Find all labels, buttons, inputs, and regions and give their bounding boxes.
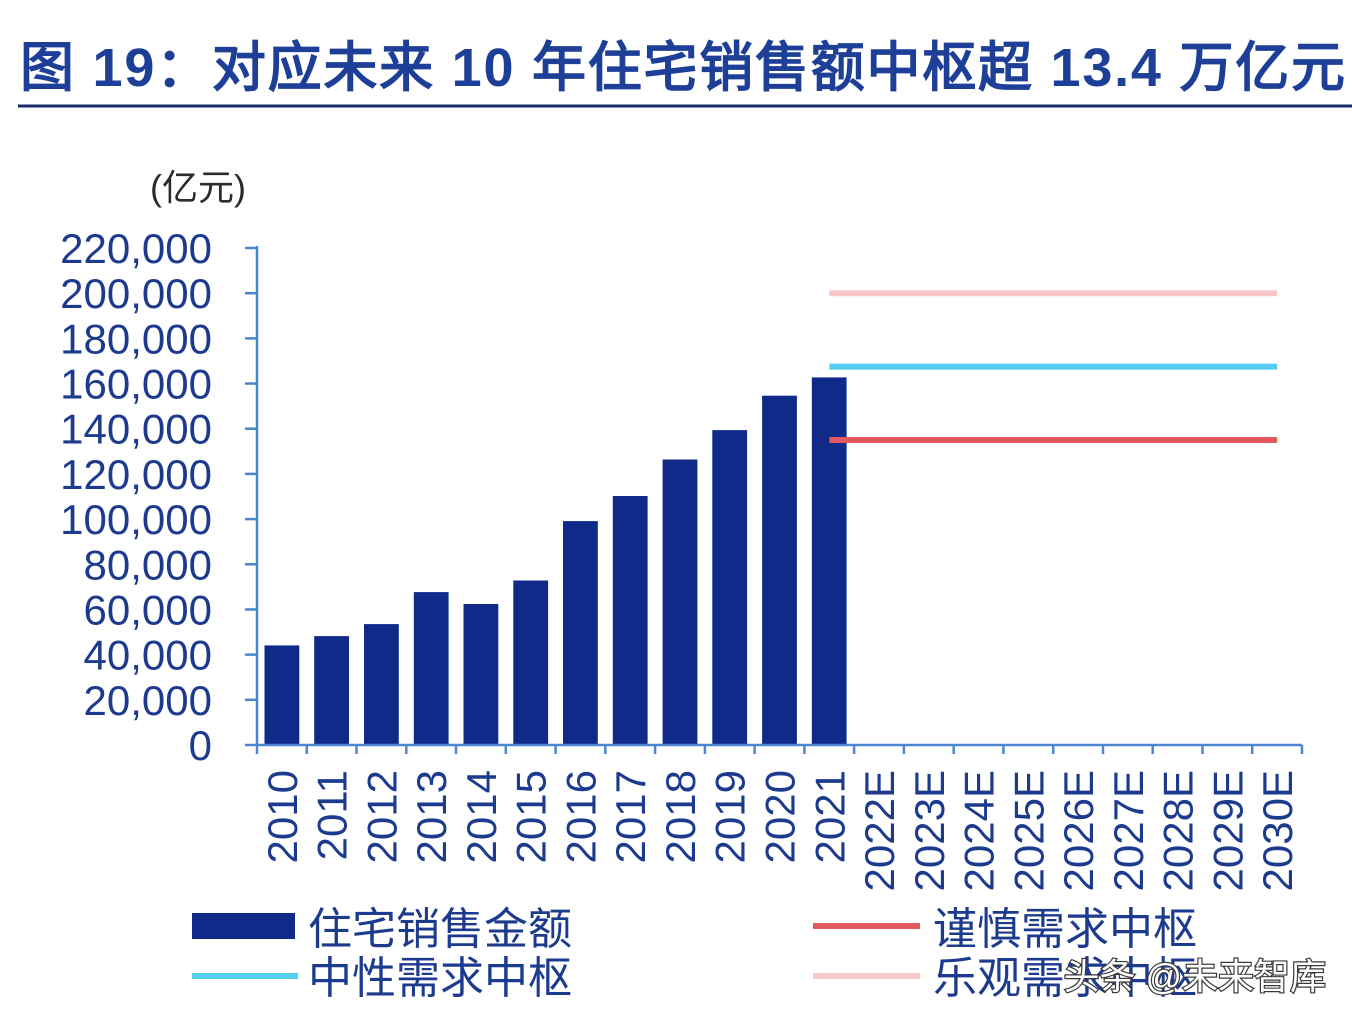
- figure-title: 图 19：对应未来 10 年住宅销售额中枢超 13.4 万亿元: [20, 38, 1345, 98]
- x-tick-label: 2028E: [1155, 770, 1202, 891]
- y-tick-label: 220,000: [60, 225, 212, 272]
- x-tick-label: 2019: [707, 770, 754, 863]
- x-tick-label: 2012: [358, 770, 405, 863]
- x-tick-label: 2025E: [1005, 770, 1052, 891]
- legend-label-optimistic: 乐观需求中枢: [933, 954, 1197, 1003]
- x-tick-label: 2020: [757, 770, 804, 863]
- legend-swatch-sales: [192, 913, 295, 939]
- y-tick-label: 80,000: [84, 541, 212, 588]
- y-tick-label: 0: [189, 722, 212, 769]
- x-tick-label: 2018: [657, 770, 704, 863]
- x-tick-label: 2026E: [1055, 770, 1102, 891]
- legend-label-cautious: 谨慎需求中枢: [933, 905, 1197, 954]
- bar-2020: [762, 395, 797, 745]
- tick-labels: 020,00040,00060,00080,000100,000120,0001…: [60, 225, 1301, 891]
- y-tick-label: 200,000: [60, 270, 212, 317]
- bar-2014: [463, 604, 499, 745]
- x-tick-label: 2014: [458, 770, 505, 863]
- x-tick-label: 2027E: [1105, 770, 1152, 891]
- y-tick-label: 180,000: [60, 315, 212, 362]
- bar-2011: [314, 636, 349, 745]
- y-tick-label: 20,000: [84, 677, 212, 724]
- bar-2017: [612, 496, 648, 745]
- legend-label-sales: 住宅销售金额: [308, 905, 572, 954]
- x-tick-label: 2010: [259, 770, 306, 863]
- y-tick-label: 60,000: [84, 587, 212, 634]
- x-tick-label: 2016: [558, 770, 605, 863]
- y-tick-label: 140,000: [60, 406, 212, 453]
- y-tick-label: 120,000: [60, 451, 212, 498]
- bar-2015: [513, 580, 549, 745]
- x-tick-label: 2023E: [906, 770, 953, 891]
- watermark: 头条 @未来智库: [1063, 956, 1326, 997]
- x-tick-label: 2024E: [956, 770, 1003, 891]
- bar-2016: [563, 521, 598, 745]
- x-tick-label: 2029E: [1204, 770, 1251, 891]
- x-tick-label: 2015: [508, 770, 555, 863]
- bar-2018: [662, 459, 698, 745]
- x-tick-label: 2011: [309, 770, 356, 860]
- legend-item-cautious: 谨慎需求中枢: [813, 905, 1197, 954]
- y-tick-label: 100,000: [60, 496, 212, 543]
- legend: 住宅销售金额 谨慎需求中枢 中性需求中枢 乐观需求中枢: [192, 905, 1197, 1003]
- center-lines: [829, 290, 1278, 443]
- legend-label-neutral: 中性需求中枢: [308, 954, 572, 1003]
- bars: [264, 377, 847, 745]
- bar-2019: [712, 430, 748, 745]
- y-tick-label: 160,000: [60, 361, 212, 408]
- bar-2021: [811, 377, 847, 745]
- y-tick-label: 40,000: [84, 632, 212, 679]
- x-tick-label: 2021: [806, 770, 853, 863]
- legend-item-neutral: 中性需求中枢: [192, 954, 572, 1003]
- x-tick-label: 2022E: [856, 770, 903, 891]
- x-tick-label: 2017: [607, 770, 654, 863]
- bar-2012: [364, 624, 399, 745]
- y-axis-unit-label: (亿元): [150, 167, 246, 208]
- x-tick-label: 2013: [408, 770, 455, 863]
- legend-item-sales: 住宅销售金额: [192, 905, 572, 954]
- bar-2010: [264, 645, 300, 745]
- axes: [245, 246, 1304, 754]
- x-tick-label: 2030E: [1254, 770, 1301, 891]
- bar-2013: [413, 592, 449, 745]
- legend-item-optimistic: 乐观需求中枢: [813, 954, 1197, 1003]
